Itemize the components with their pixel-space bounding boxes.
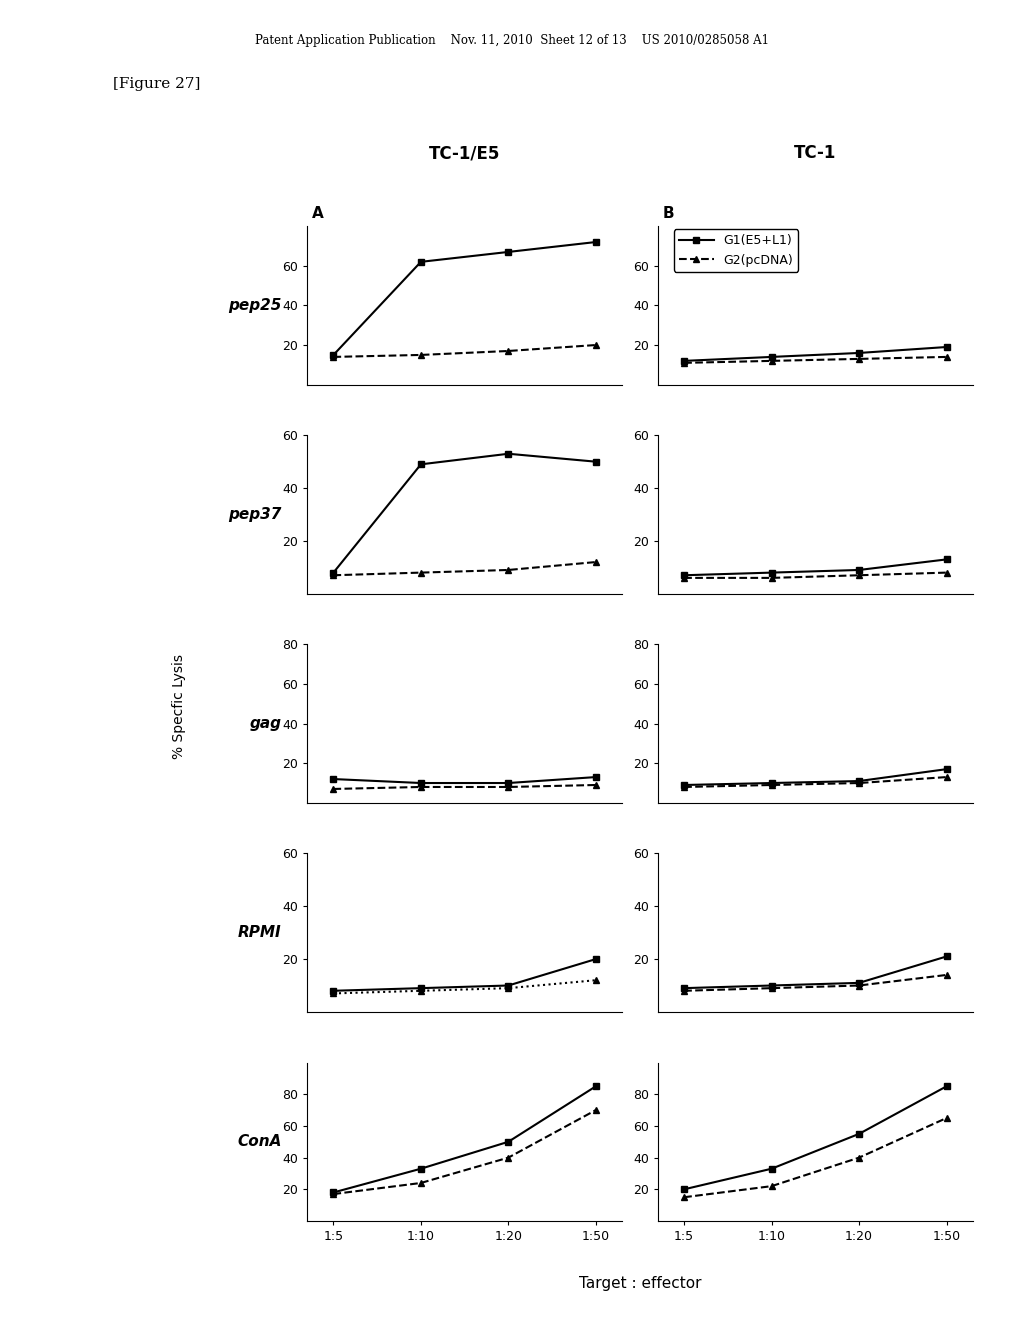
Legend: G1(E5+L1), G2(pcDNA): G1(E5+L1), G2(pcDNA): [674, 230, 799, 272]
Text: Target : effector: Target : effector: [579, 1276, 701, 1291]
Text: TC-1: TC-1: [795, 144, 837, 162]
Text: TC-1/E5: TC-1/E5: [429, 144, 501, 162]
Text: RPMI: RPMI: [238, 925, 282, 940]
Text: B: B: [663, 206, 675, 220]
Text: gag: gag: [250, 715, 282, 731]
Text: Patent Application Publication    Nov. 11, 2010  Sheet 12 of 13    US 2010/02850: Patent Application Publication Nov. 11, …: [255, 34, 769, 48]
Text: pep25: pep25: [228, 298, 282, 313]
Text: A: A: [312, 206, 324, 220]
Text: ConA: ConA: [238, 1134, 282, 1150]
Text: % Specfic Lysis: % Specfic Lysis: [172, 653, 186, 759]
Text: [Figure 27]: [Figure 27]: [113, 77, 200, 91]
Text: pep37: pep37: [228, 507, 282, 521]
